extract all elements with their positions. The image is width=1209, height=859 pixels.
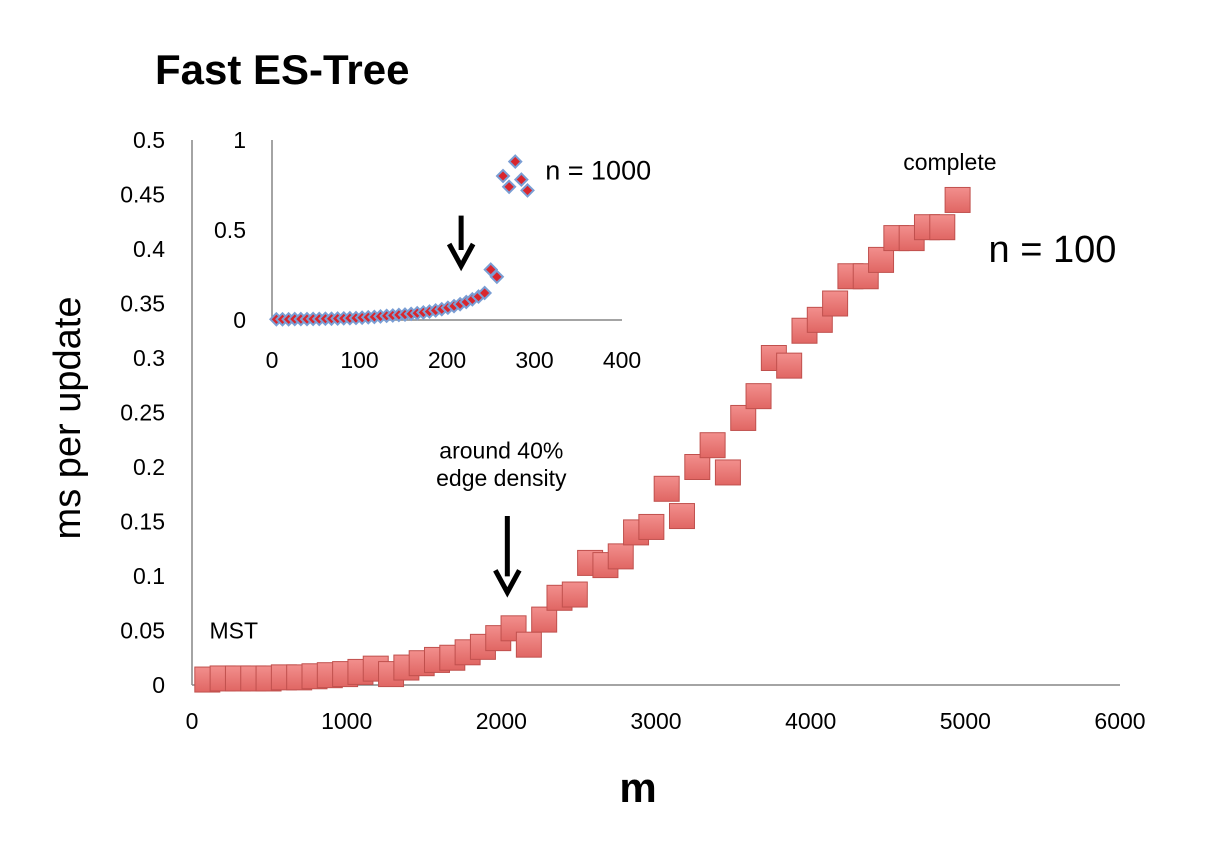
annotation-n1000: n = 1000 <box>545 156 651 186</box>
inset-x-tick-label: 300 <box>515 347 553 373</box>
main-y-tick-label: 0.25 <box>120 400 165 426</box>
data-point-diamond <box>520 182 535 198</box>
data-point-square <box>684 454 711 480</box>
main-y-tick-label: 0 <box>152 672 165 698</box>
main-arrow <box>493 516 522 598</box>
data-point-square <box>515 631 542 658</box>
inset-x-tick-label: 200 <box>428 347 466 373</box>
inset-arrow <box>446 215 476 272</box>
data-point-square <box>531 606 558 633</box>
inset-x-tick-label: 400 <box>603 347 641 373</box>
main-x-tick-label: 2000 <box>476 708 527 734</box>
inset-series-n1000 <box>268 154 535 327</box>
main-arrow-head <box>493 569 522 598</box>
annotation-n100: n = 100 <box>989 229 1117 271</box>
main-x-tick-labels: 0 1000 2000 3000 4000 5000 6000 <box>186 708 1146 734</box>
main-x-tick-label: 6000 <box>1094 708 1145 734</box>
main-series-n100 <box>194 186 971 693</box>
inset-arrow-head <box>446 242 476 272</box>
data-point-diamond <box>477 285 493 301</box>
inset-x-tick-label: 0 <box>266 347 279 373</box>
data-point-diamond <box>513 172 529 188</box>
main-x-tick-label: 5000 <box>940 708 991 734</box>
data-point-square <box>668 503 695 530</box>
annotation-mst: MST <box>209 618 258 644</box>
main-annotations: MST around 40% edge density complete n =… <box>209 149 1116 644</box>
main-y-tick-label: 0.1 <box>133 563 165 589</box>
data-point-diamond <box>501 179 517 195</box>
data-point-diamond <box>507 154 523 170</box>
main-y-tick-label: 0.2 <box>133 454 165 480</box>
main-y-tick-label: 0.05 <box>120 618 165 644</box>
inset-x-tick-label: 100 <box>340 347 378 373</box>
inset-x-tick-labels: 0 100 200 300 400 <box>266 347 642 373</box>
annotation-complete: complete <box>903 149 996 175</box>
data-point-square <box>607 543 634 570</box>
data-point-square <box>868 246 895 273</box>
data-point-square <box>822 290 849 317</box>
annotation-around-40: around 40% <box>439 438 563 464</box>
data-point-square <box>944 186 971 213</box>
data-point-square <box>714 459 741 486</box>
main-x-tick-label: 1000 <box>321 708 372 734</box>
inset-y-tick-labels: 00.51 <box>214 127 246 333</box>
main-y-tick-label: 0.35 <box>120 291 165 317</box>
data-point-square <box>730 404 757 431</box>
inset-y-tick-label: 0 <box>233 307 246 333</box>
data-point-square <box>561 581 588 608</box>
data-point-square <box>745 383 772 410</box>
data-point-square <box>653 475 680 502</box>
data-point-diamond <box>495 168 511 184</box>
x-axis-label: m <box>619 764 656 811</box>
chart-title: Fast ES-Tree <box>155 46 409 93</box>
main-y-tick-label: 0.3 <box>133 345 165 371</box>
data-point-square <box>699 432 726 459</box>
main-y-tick-label: 0.5 <box>133 127 165 153</box>
data-point-square <box>776 352 803 379</box>
data-point-square <box>929 214 956 241</box>
main-y-tick-labels: 0 0.05 0.1 0.15 0.2 0.25 0.3 0.35 0.4 0.45 0.5 <box>120 127 165 698</box>
main-x-tick-label: 4000 <box>785 708 836 734</box>
data-point-square <box>638 513 665 540</box>
inset-y-tick-label: 1 <box>233 127 246 153</box>
main-y-tick-label: 0.45 <box>120 182 165 208</box>
data-point-diamond <box>489 269 505 285</box>
main-y-tick-label: 0.4 <box>133 236 165 262</box>
main-y-tick-label: 0.15 <box>120 509 165 535</box>
annotation-edge-density: edge density <box>436 465 567 491</box>
y-axis-label: ms per update <box>47 297 89 540</box>
main-x-tick-label: 3000 <box>630 708 681 734</box>
main-x-tick-label: 0 <box>186 708 199 734</box>
inset-y-tick-label: 0.5 <box>214 217 246 243</box>
